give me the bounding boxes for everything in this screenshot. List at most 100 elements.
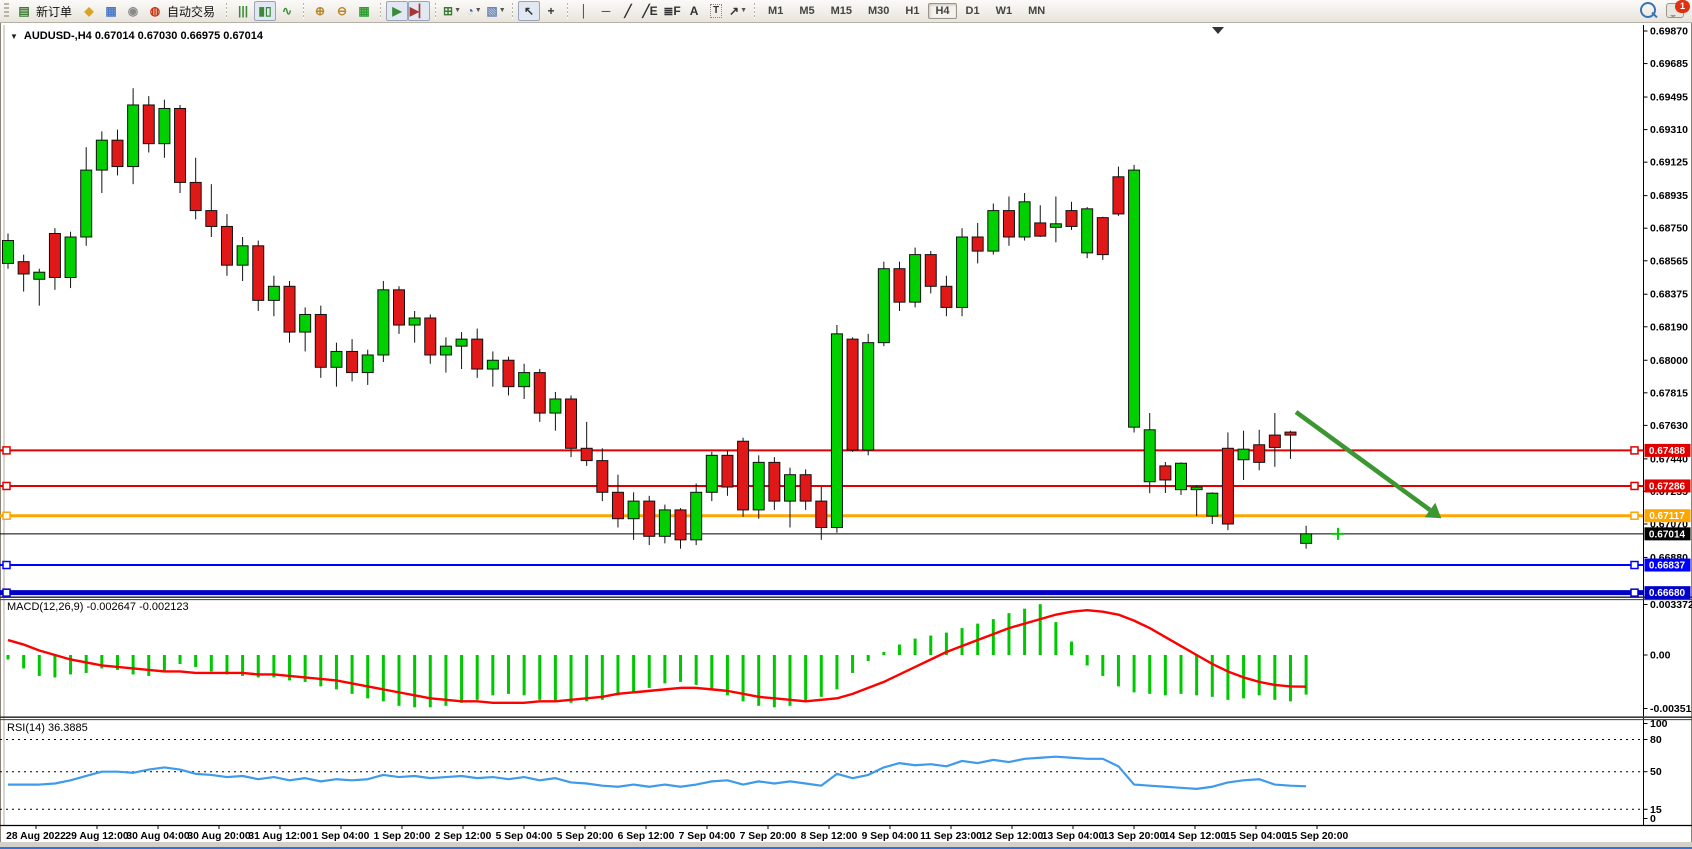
candle-body — [705, 454, 718, 493]
candlestick-series — [2, 88, 1313, 549]
candle-body — [596, 460, 609, 493]
candle — [533, 369, 546, 422]
new-chart-icon[interactable]: ⊞ ▼ — [441, 1, 463, 21]
candle-body — [486, 359, 499, 370]
candle — [205, 184, 218, 238]
vertical-line-icon[interactable]: │ — [573, 1, 595, 21]
chevron-down-icon: ▼ — [474, 7, 482, 14]
chart-title-text: AUDUSD-,H4 0.67014 0.67030 0.66975 0.670… — [23, 30, 264, 42]
chart-window-icon[interactable]: ▦ — [100, 1, 122, 21]
timeframe-m1[interactable]: M1 — [768, 5, 784, 17]
rsi-indicator-label: RSI(14) 36.3885 — [7, 722, 88, 734]
candle — [1002, 196, 1015, 246]
new-order-icon: ▤ — [18, 4, 30, 18]
toolbar-right: 1 — [1640, 0, 1690, 18]
crosshair-icon[interactable]: + — [540, 1, 562, 21]
candle-body — [1190, 486, 1203, 491]
notification-badge: 1 — [1675, 0, 1690, 13]
level-line — [0, 446, 1643, 455]
timeframe-d1[interactable]: D1 — [965, 5, 980, 17]
fibonacci-icon[interactable]: ≣F — [661, 1, 683, 21]
candle — [893, 261, 906, 311]
candle-body — [1081, 208, 1094, 254]
candle — [1112, 166, 1125, 216]
rsi-axis-label: 0 — [1650, 813, 1656, 825]
price-tick-label: 0.69125 — [1650, 157, 1688, 169]
level-line — [0, 560, 1643, 570]
candlestick-type-icon[interactable]: ▮▯ — [254, 1, 277, 21]
text-icon[interactable]: A — [683, 1, 705, 21]
candle — [1065, 201, 1078, 230]
candle — [596, 448, 609, 502]
level-line — [0, 588, 1643, 597]
candle — [705, 451, 718, 502]
candle-body — [611, 491, 624, 520]
signal-icon[interactable]: ◉ — [122, 1, 144, 21]
price-tick-label: 0.68565 — [1650, 255, 1688, 267]
equidistant-channel-icon[interactable]: ╱E — [639, 1, 661, 21]
timeframe-m30[interactable]: M30 — [868, 5, 890, 17]
cursor-icon[interactable]: ↖ — [518, 1, 541, 21]
bar-chart-type-icon[interactable]: ||| — [232, 1, 254, 21]
candle — [784, 467, 796, 528]
chevron-down-icon: ▼ — [498, 7, 506, 14]
zoom-out-icon[interactable]: ⊖ — [331, 1, 353, 21]
price-tag: 0.66837 — [1644, 558, 1691, 572]
line-chart-type-icon[interactable]: ∿ — [276, 1, 298, 21]
signal-icon: ◉ — [127, 4, 139, 18]
zoom-in-icon[interactable]: ⊕ — [309, 1, 331, 21]
tile-windows-icon[interactable]: ▦ — [353, 1, 375, 21]
price-axis[interactable]: 0.69870 0.69685 0.69495 0.69310 0.69125 0.689… — [1643, 26, 1689, 564]
timeframe-m5[interactable]: M5 — [799, 5, 815, 17]
text-label-icon: T — [709, 4, 723, 18]
candle — [1237, 430, 1250, 480]
timeframe-h4[interactable]: H4 — [928, 3, 957, 19]
search-icon[interactable] — [1640, 2, 1656, 18]
chat-icon[interactable]: 1 — [1666, 0, 1690, 18]
timeframe-mn[interactable]: MN — [1028, 5, 1046, 17]
arrows-tool-icon[interactable]: ↗ ▼ — [727, 1, 749, 21]
autotrade-icon[interactable]: ◍ — [144, 1, 166, 21]
candle — [64, 231, 77, 289]
trendline-icon[interactable]: ╱ — [617, 1, 639, 21]
candle — [987, 203, 1000, 255]
auto-scroll-icon[interactable]: ▶ — [386, 1, 409, 21]
candle — [48, 228, 61, 290]
candle — [1221, 432, 1234, 531]
horizontal-line-icon[interactable]: ─ — [595, 1, 617, 21]
text-icon: A — [689, 4, 699, 18]
chart-shift-icon[interactable]: ▶▏ — [408, 1, 431, 21]
candle — [580, 421, 593, 466]
trendline-icon: ╱ — [624, 4, 632, 18]
toolbar-separator — [435, 3, 437, 19]
candle — [1175, 462, 1187, 495]
trend-arrow — [1294, 410, 1442, 519]
candle-body — [971, 236, 984, 252]
new-order-icon[interactable]: ▤ — [13, 1, 35, 21]
timeframe-h1[interactable]: H1 — [905, 5, 920, 17]
timeframe-w1[interactable]: W1 — [995, 5, 1013, 17]
horizontal-line-icon: ─ — [601, 4, 611, 18]
chart-dropdown-icon[interactable]: ▼ — [10, 32, 18, 41]
toolbar-grip[interactable] — [4, 3, 9, 19]
chart-template-icon[interactable]: ▧ ▼ — [485, 1, 507, 21]
timeframe-m15[interactable]: M15 — [830, 5, 852, 17]
time-tick-label: 12 Sep 12:00 — [981, 831, 1044, 842]
text-label-icon[interactable]: T — [705, 1, 727, 21]
price-tick-label: 0.67815 — [1650, 387, 1688, 399]
equidistant-channel-icon: ╱E — [642, 4, 658, 18]
line-anchor-handle — [2, 481, 11, 491]
profiles-clock-icon[interactable]: ◔ ▼ — [463, 1, 485, 21]
time-tick-label: 13 Sep 04:00 — [1042, 831, 1105, 842]
market-box-icon[interactable]: ◆ — [78, 1, 100, 21]
bar-chart-type-icon: ||| — [237, 4, 249, 18]
autotrade-label[interactable]: 自动交易 — [167, 4, 216, 19]
candle-body — [1284, 431, 1297, 436]
price-tick-label: 0.69870 — [1650, 26, 1688, 38]
new-order-label[interactable]: 新订单 — [36, 4, 73, 19]
line-chart-type-icon: ∿ — [282, 4, 293, 18]
candle — [768, 457, 781, 510]
candle — [408, 310, 421, 343]
